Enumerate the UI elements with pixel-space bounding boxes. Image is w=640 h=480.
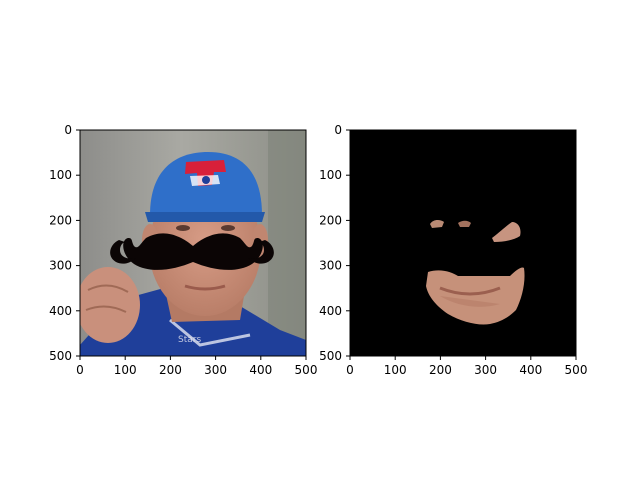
tick-marks bbox=[76, 129, 577, 360]
svg-text:Stars: Stars bbox=[178, 335, 201, 345]
x-tick-label: 400 bbox=[249, 363, 272, 377]
right-x-tick-labels: 0 100 200 300 400 500 bbox=[346, 363, 587, 377]
mask-patch-left-eye bbox=[430, 219, 444, 228]
y-tick-label: 300 bbox=[319, 259, 342, 273]
y-tick-label: 500 bbox=[49, 349, 72, 363]
x-tick-label: 0 bbox=[346, 363, 354, 377]
left-x-tick-labels: 0 100 200 300 400 500 bbox=[76, 363, 317, 377]
y-tick-label: 100 bbox=[49, 168, 72, 182]
cap-logo bbox=[185, 160, 226, 186]
y-tick-label: 0 bbox=[64, 123, 72, 137]
x-tick-label: 300 bbox=[474, 363, 497, 377]
left-image-panel: Stars bbox=[80, 130, 306, 356]
x-tick-label: 200 bbox=[429, 363, 452, 377]
x-tick-label: 400 bbox=[519, 363, 542, 377]
x-tick-label: 200 bbox=[159, 363, 182, 377]
y-tick-label: 0 bbox=[334, 123, 342, 137]
y-tick-label: 300 bbox=[49, 259, 72, 273]
mustache-overlay bbox=[123, 233, 263, 270]
mask-patch-right-eye bbox=[458, 220, 471, 227]
left-axes-frame bbox=[79, 129, 307, 357]
right-y-tick-labels: 0 100 200 300 400 500 bbox=[319, 123, 342, 363]
x-tick-label: 300 bbox=[204, 363, 227, 377]
fist bbox=[80, 267, 140, 343]
x-tick-label: 0 bbox=[76, 363, 84, 377]
right-image-panel bbox=[350, 130, 576, 356]
y-tick-label: 200 bbox=[319, 213, 342, 227]
x-tick-label: 500 bbox=[295, 363, 318, 377]
x-tick-label: 100 bbox=[384, 363, 407, 377]
y-tick-label: 200 bbox=[49, 213, 72, 227]
y-tick-label: 400 bbox=[319, 304, 342, 318]
mask-patch-cheek bbox=[492, 222, 521, 242]
left-y-tick-labels: 0 100 200 300 400 500 bbox=[49, 123, 72, 363]
y-tick-label: 500 bbox=[319, 349, 342, 363]
right-axes-frame bbox=[349, 129, 577, 357]
mask-background bbox=[350, 130, 576, 356]
y-tick-label: 100 bbox=[319, 168, 342, 182]
mask-face-region bbox=[426, 267, 525, 325]
y-tick-label: 400 bbox=[49, 304, 72, 318]
x-tick-label: 500 bbox=[565, 363, 588, 377]
x-tick-label: 100 bbox=[114, 363, 137, 377]
